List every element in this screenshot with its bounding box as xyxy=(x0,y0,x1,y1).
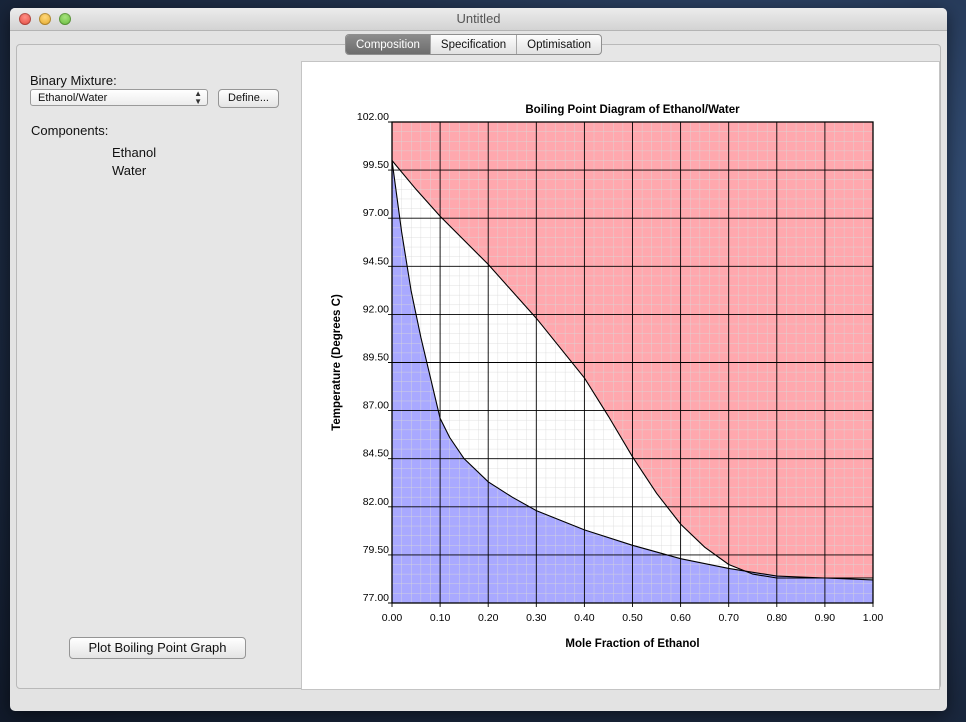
y-tick-label: 102.00 xyxy=(357,111,389,123)
close-window-icon[interactable] xyxy=(19,13,31,25)
x-tick-label: 0.00 xyxy=(382,612,403,624)
plot-boiling-point-button[interactable]: Plot Boiling Point Graph xyxy=(69,637,246,659)
tab-bar: Composition Specification Optimisation xyxy=(345,34,603,55)
y-tick-label: 97.00 xyxy=(363,207,389,219)
components-label: Components: xyxy=(31,123,109,138)
select-arrows-icon: ▲ ▼ xyxy=(194,89,202,106)
y-tick-label: 84.50 xyxy=(363,448,389,460)
chart-title: Boiling Point Diagram of Ethanol/Water xyxy=(525,104,740,116)
y-tick-label: 82.00 xyxy=(363,496,389,508)
tab-optimisation[interactable]: Optimisation xyxy=(527,39,592,51)
x-tick-label: 0.30 xyxy=(526,612,547,624)
x-tick-label: 0.70 xyxy=(718,612,739,624)
dew-point-curve xyxy=(391,160,873,579)
boiling-point-chart: 0.00 0.10 0.20 0.30 0.40 0.50 0.60 0.70 0.80 0.90… xyxy=(331,104,884,650)
mixture-select[interactable]: Ethanol/Water ▲ ▼ xyxy=(30,89,208,106)
window-title: Untitled xyxy=(456,11,501,26)
title-bar[interactable]: Untitled xyxy=(10,8,947,31)
plot-frame xyxy=(391,121,874,604)
x-tick-label: 0.80 xyxy=(767,612,788,624)
x-axis-label: Mole Fraction of Ethanol xyxy=(565,638,699,650)
tab-content: Binary Mixture: Ethanol/Water ▲ ▼ Define.… xyxy=(16,44,941,690)
y-tick-label: 87.00 xyxy=(363,400,389,412)
minimize-window-icon[interactable] xyxy=(39,13,51,25)
y-tick-label: 99.50 xyxy=(363,159,389,171)
y-tick-label: 92.00 xyxy=(363,303,389,315)
app-window: Untitled Composition Specification Optim… xyxy=(10,8,947,711)
x-tick-label: 0.50 xyxy=(622,612,643,624)
x-tick-label: 0.60 xyxy=(670,612,691,624)
zoom-window-icon[interactable] xyxy=(59,13,71,25)
y-tick-label: 77.00 xyxy=(363,592,389,604)
plot-panel: 0.00 0.10 0.20 0.30 0.40 0.50 0.60 0.70 0.80 0.90… xyxy=(301,61,940,690)
x-tick-label: 0.90 xyxy=(815,612,836,624)
binary-mixture-label: Binary Mixture: xyxy=(30,73,117,88)
x-tick-label: 0.10 xyxy=(430,612,451,624)
bubble-point-curve xyxy=(391,160,874,581)
x-tick-label: 0.20 xyxy=(478,612,499,624)
y-tick-label: 94.50 xyxy=(363,255,389,267)
component-item: Ethanol xyxy=(112,145,157,160)
y-tick-label: 89.50 xyxy=(363,352,389,364)
component-item: Water xyxy=(112,163,147,178)
x-tick-label: 0.40 xyxy=(574,612,595,624)
tab-specification[interactable]: Specification xyxy=(431,35,518,54)
tab-composition[interactable]: Composition xyxy=(346,35,431,54)
define-button[interactable]: Define... xyxy=(218,89,279,108)
y-axis-label: Temperature (Degrees C) xyxy=(331,294,343,431)
x-tick-label: 1.00 xyxy=(863,612,884,624)
y-tick-label: 79.50 xyxy=(363,544,389,556)
mixture-select-value: Ethanol/Water xyxy=(38,92,108,104)
